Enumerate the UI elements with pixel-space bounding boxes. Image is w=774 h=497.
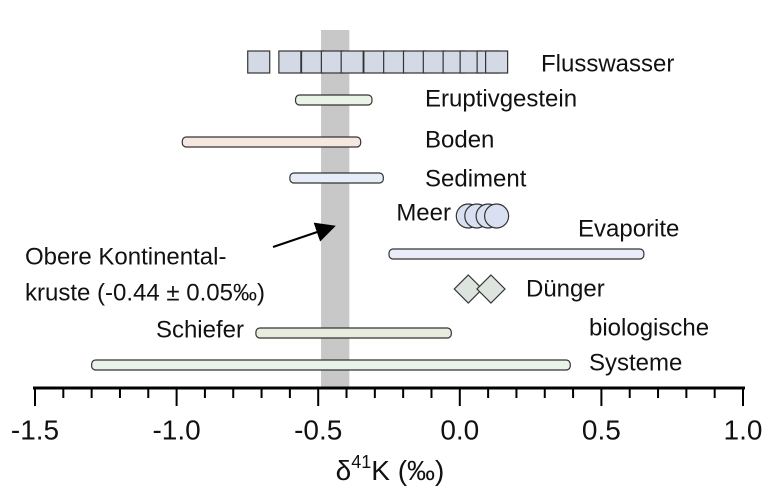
x-tick-label: -0.5 (294, 414, 342, 445)
series-label: biologische (589, 314, 709, 341)
series-label: Systeme (589, 349, 682, 376)
square-marker (247, 50, 271, 74)
x-tick-label: 0.5 (582, 414, 621, 445)
x-axis-label-part: K (‰) (371, 455, 444, 486)
arrow (272, 222, 336, 248)
series-label: Flusswasser (541, 50, 674, 77)
series-label: Eruptivgestein (425, 85, 577, 112)
series-label: Schiefer (156, 316, 244, 343)
square-marker (383, 50, 407, 74)
square-marker (340, 50, 364, 74)
x-axis-label-part: δ (336, 455, 352, 486)
range-bar (294, 94, 373, 106)
series-label: Sediment (425, 165, 527, 192)
annotation: kruste (-0.44 ± 0.05‰) (25, 279, 265, 306)
range-bar (255, 327, 452, 339)
square-marker (320, 50, 344, 74)
square-marker (278, 50, 302, 74)
diamond-marker (476, 274, 506, 304)
circle-marker (484, 203, 510, 229)
series-label: Boden (425, 126, 494, 153)
square-marker (300, 50, 325, 74)
x-tick-label: 1.0 (724, 414, 763, 445)
series-label: Meer (396, 199, 451, 226)
square-marker (363, 50, 387, 74)
range-bar (181, 136, 362, 148)
x-tick-label: -1.0 (152, 414, 200, 445)
x-axis-label-part: 41 (351, 452, 371, 472)
x-tick-label: 0.0 (440, 414, 479, 445)
series-label: Evaporite (578, 215, 679, 242)
x-axis-label: δ41K (‰) (336, 452, 445, 487)
range-bar (388, 248, 645, 260)
annotation: Obere Kontinental- (25, 243, 226, 270)
square-marker (422, 50, 446, 74)
x-tick-label: -1.5 (11, 414, 59, 445)
square-marker (485, 50, 509, 74)
series-label: Dünger (526, 275, 605, 302)
range-bar (91, 359, 571, 371)
square-marker (402, 50, 427, 74)
diamond-marker (453, 274, 484, 304)
range-bar (289, 172, 384, 184)
